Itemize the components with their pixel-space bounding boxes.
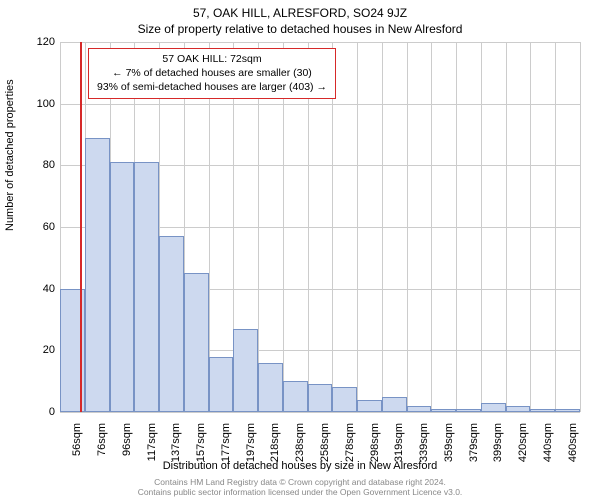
plot-area: 02040608010012056sqm76sqm96sqm117sqm137s…: [60, 42, 580, 412]
gridline-v: [580, 42, 581, 412]
bar: [407, 406, 432, 412]
bar: [555, 409, 580, 412]
bar: [506, 406, 531, 412]
gridline-h: [60, 42, 580, 43]
gridline-h: [60, 104, 580, 105]
reference-line: [80, 42, 82, 412]
bar: [357, 400, 382, 412]
bar: [258, 363, 283, 412]
bar: [481, 403, 506, 412]
y-tick-label: 60: [25, 221, 55, 233]
gridline-v: [530, 42, 531, 412]
attribution-line2: Contains public sector information licen…: [0, 487, 600, 498]
y-tick-label: 40: [25, 283, 55, 295]
bar: [110, 162, 135, 412]
attribution-line1: Contains HM Land Registry data © Crown c…: [0, 477, 600, 488]
gridline-v: [382, 42, 383, 412]
bar: [233, 329, 258, 412]
gridline-v: [357, 42, 358, 412]
gridline-v: [407, 42, 408, 412]
bar: [431, 409, 456, 412]
bar: [530, 409, 555, 412]
info-box: 57 OAK HILL: 72sqm← 7% of detached house…: [88, 48, 336, 99]
attribution: Contains HM Land Registry data © Crown c…: [0, 477, 600, 498]
y-tick-label: 80: [25, 159, 55, 171]
bar: [382, 397, 407, 412]
bar: [85, 138, 110, 412]
x-axis-label: Distribution of detached houses by size …: [0, 460, 600, 472]
info-line: 57 OAK HILL: 72sqm: [97, 52, 327, 66]
gridline-v: [506, 42, 507, 412]
bar: [209, 357, 234, 413]
bar: [283, 381, 308, 412]
chart-subtitle: Size of property relative to detached ho…: [0, 20, 600, 36]
info-line: 93% of semi-detached houses are larger (…: [97, 80, 327, 94]
y-tick-label: 100: [25, 98, 55, 110]
bar: [184, 273, 209, 412]
bar: [332, 387, 357, 412]
gridline-v: [456, 42, 457, 412]
y-tick-label: 20: [25, 344, 55, 356]
info-line: ← 7% of detached houses are smaller (30): [97, 66, 327, 80]
y-tick-label: 0: [25, 406, 55, 418]
gridline-v: [481, 42, 482, 412]
bar: [308, 384, 333, 412]
gridline-v: [431, 42, 432, 412]
y-tick-label: 120: [25, 36, 55, 48]
chart-title: 57, OAK HILL, ALRESFORD, SO24 9JZ: [0, 0, 600, 20]
bar: [456, 409, 481, 412]
gridline-v: [555, 42, 556, 412]
bar: [159, 236, 184, 412]
gridline-h: [60, 412, 580, 413]
bar: [134, 162, 159, 412]
chart-area: 02040608010012056sqm76sqm96sqm117sqm137s…: [60, 42, 580, 412]
y-axis-label: Number of detached properties: [4, 79, 16, 231]
